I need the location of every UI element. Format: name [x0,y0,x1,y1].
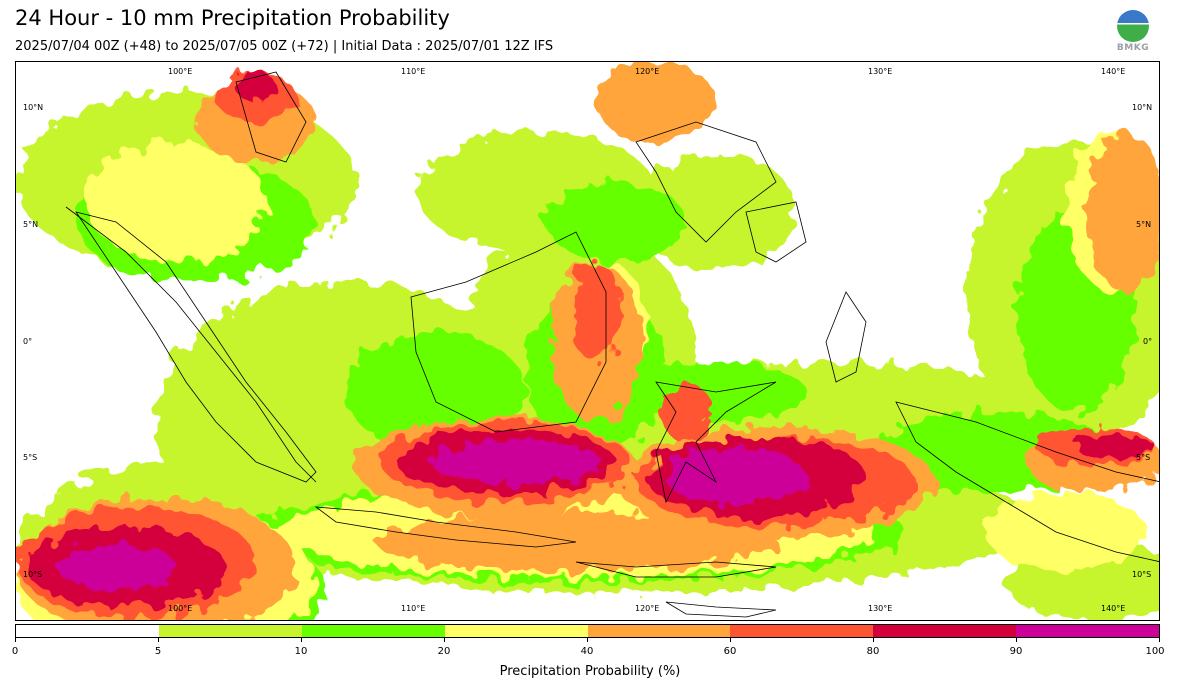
colorbar-tick-mark [301,638,302,642]
colorbar-tick-label: 10 [294,646,308,657]
map-canvas [16,62,1159,620]
colorbar-tick-mark [15,638,16,642]
lon-label-top: 120°E [635,67,660,76]
colorbar-tick-label: 80 [866,646,880,657]
colorbar-tick-label: 90 [1009,646,1023,657]
colorbar-tick-label: 60 [723,646,737,657]
lat-label-left: 10°N [23,103,44,112]
colorbar-tick-label: 100 [1145,646,1165,657]
colorbar-segment [730,625,874,637]
precipitation-field [16,62,1159,620]
lat-label-right: 5°N [1136,220,1152,229]
colorbar-tick-mark [158,638,159,642]
lon-label-bottom: 130°E [868,604,893,613]
coastlines [65,71,1159,618]
colorbar-segment [1016,625,1159,637]
lon-label-bottom: 140°E [1101,604,1126,613]
lat-label-left: 5°S [23,453,38,462]
colorbar-segment [16,625,159,637]
precipitation-map: 100°E 110°E 120°E 130°E 140°E 100°E 110°… [15,61,1160,621]
chart-subtitle: 2025/07/04 00Z (+48) to 2025/07/05 00Z (… [15,39,554,54]
lat-label-right: 0° [1143,337,1153,346]
colorbar-segment [444,625,588,637]
lon-label-top: 140°E [1101,67,1126,76]
lat-label-right: 10°N [1132,103,1153,112]
colorbar-tick-label: 0 [11,646,19,657]
colorbar-segment [301,625,445,637]
colorbar-tick-label: 40 [580,646,594,657]
lon-label-bottom: 100°E [168,604,193,613]
colorbar-tick-label: 20 [437,646,451,657]
bmkg-logo: BMKG [1113,10,1153,56]
colorbar-tick-mark [1016,638,1017,642]
colorbar-segment [587,625,731,637]
colorbar-label: Precipitation Probability (%) [499,664,681,679]
colorbar-segment [873,625,1017,637]
logo-text: BMKG [1116,43,1150,53]
lat-label-right: 5°S [1136,453,1151,462]
lon-label-top: 110°E [401,67,426,76]
colorbar-tick-mark [444,638,445,642]
chart-title: 24 Hour - 10 mm Precipitation Probabilit… [15,6,450,30]
colorbar-tick-mark [587,638,588,642]
lon-label-top: 100°E [168,67,193,76]
colorbar-tick-mark [873,638,874,642]
logo-emblem-icon [1117,10,1149,42]
lon-label-bottom: 120°E [635,604,660,613]
colorbar-tick-label: 5 [154,646,162,657]
colorbar-segment [158,625,302,637]
lon-label-bottom: 110°E [401,604,426,613]
lat-label-left: 10°S [23,570,43,579]
lat-label-left: 5°N [23,220,39,229]
lat-label-right: 10°S [1132,570,1152,579]
colorbar-tick-mark [1159,638,1160,642]
lat-label-left: 0° [23,337,33,346]
colorbar [15,624,1160,638]
lon-label-top: 130°E [868,67,893,76]
colorbar-tick-mark [730,638,731,642]
